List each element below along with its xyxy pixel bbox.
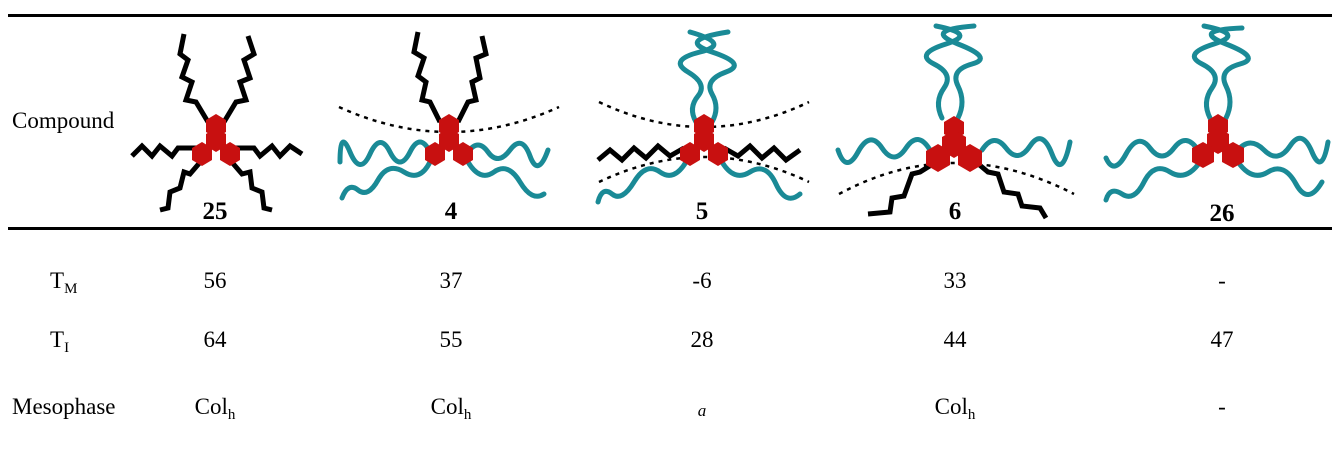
tm-4: 37: [439, 268, 463, 293]
ti-4: 55: [439, 327, 463, 352]
row-label-tm: TM: [50, 268, 78, 297]
tm-26: -: [1218, 268, 1226, 293]
compound-4-structure: [337, 31, 560, 201]
row-label-ti: TI: [50, 327, 70, 356]
mesophase-25: Colh: [194, 394, 236, 423]
ti-6: 44: [943, 327, 967, 352]
compound-number-4: 4: [444, 198, 458, 225]
compound-25-structure: [130, 33, 304, 213]
compound-number-5: 5: [695, 198, 709, 225]
row-label-compound: Compound: [12, 108, 115, 133]
tm-25: 56: [203, 268, 227, 293]
compound-5-structure: [595, 29, 810, 205]
compound-26-structure: [1103, 23, 1331, 203]
ti-25: 64: [203, 327, 227, 352]
compound-number-26: 26: [1209, 200, 1235, 227]
ti-5: 28: [690, 327, 714, 352]
tm-6: 33: [943, 268, 967, 293]
mesophase-26: -: [1218, 394, 1226, 419]
tm-5: -6: [692, 268, 712, 293]
core-triangle: [192, 114, 240, 166]
mesophase-5: a: [697, 401, 707, 420]
mesophase-6: Colh: [934, 394, 976, 423]
mesophase-4: Colh: [430, 394, 472, 423]
ti-26: 47: [1210, 327, 1234, 352]
compound-number-6: 6: [948, 198, 962, 225]
compound-number-25: 25: [202, 198, 228, 225]
table-top-rule: [8, 14, 1332, 17]
table-header-rule: [8, 227, 1332, 230]
compound-6-structure: [835, 23, 1075, 220]
row-label-mesophase: Mesophase: [12, 394, 116, 419]
